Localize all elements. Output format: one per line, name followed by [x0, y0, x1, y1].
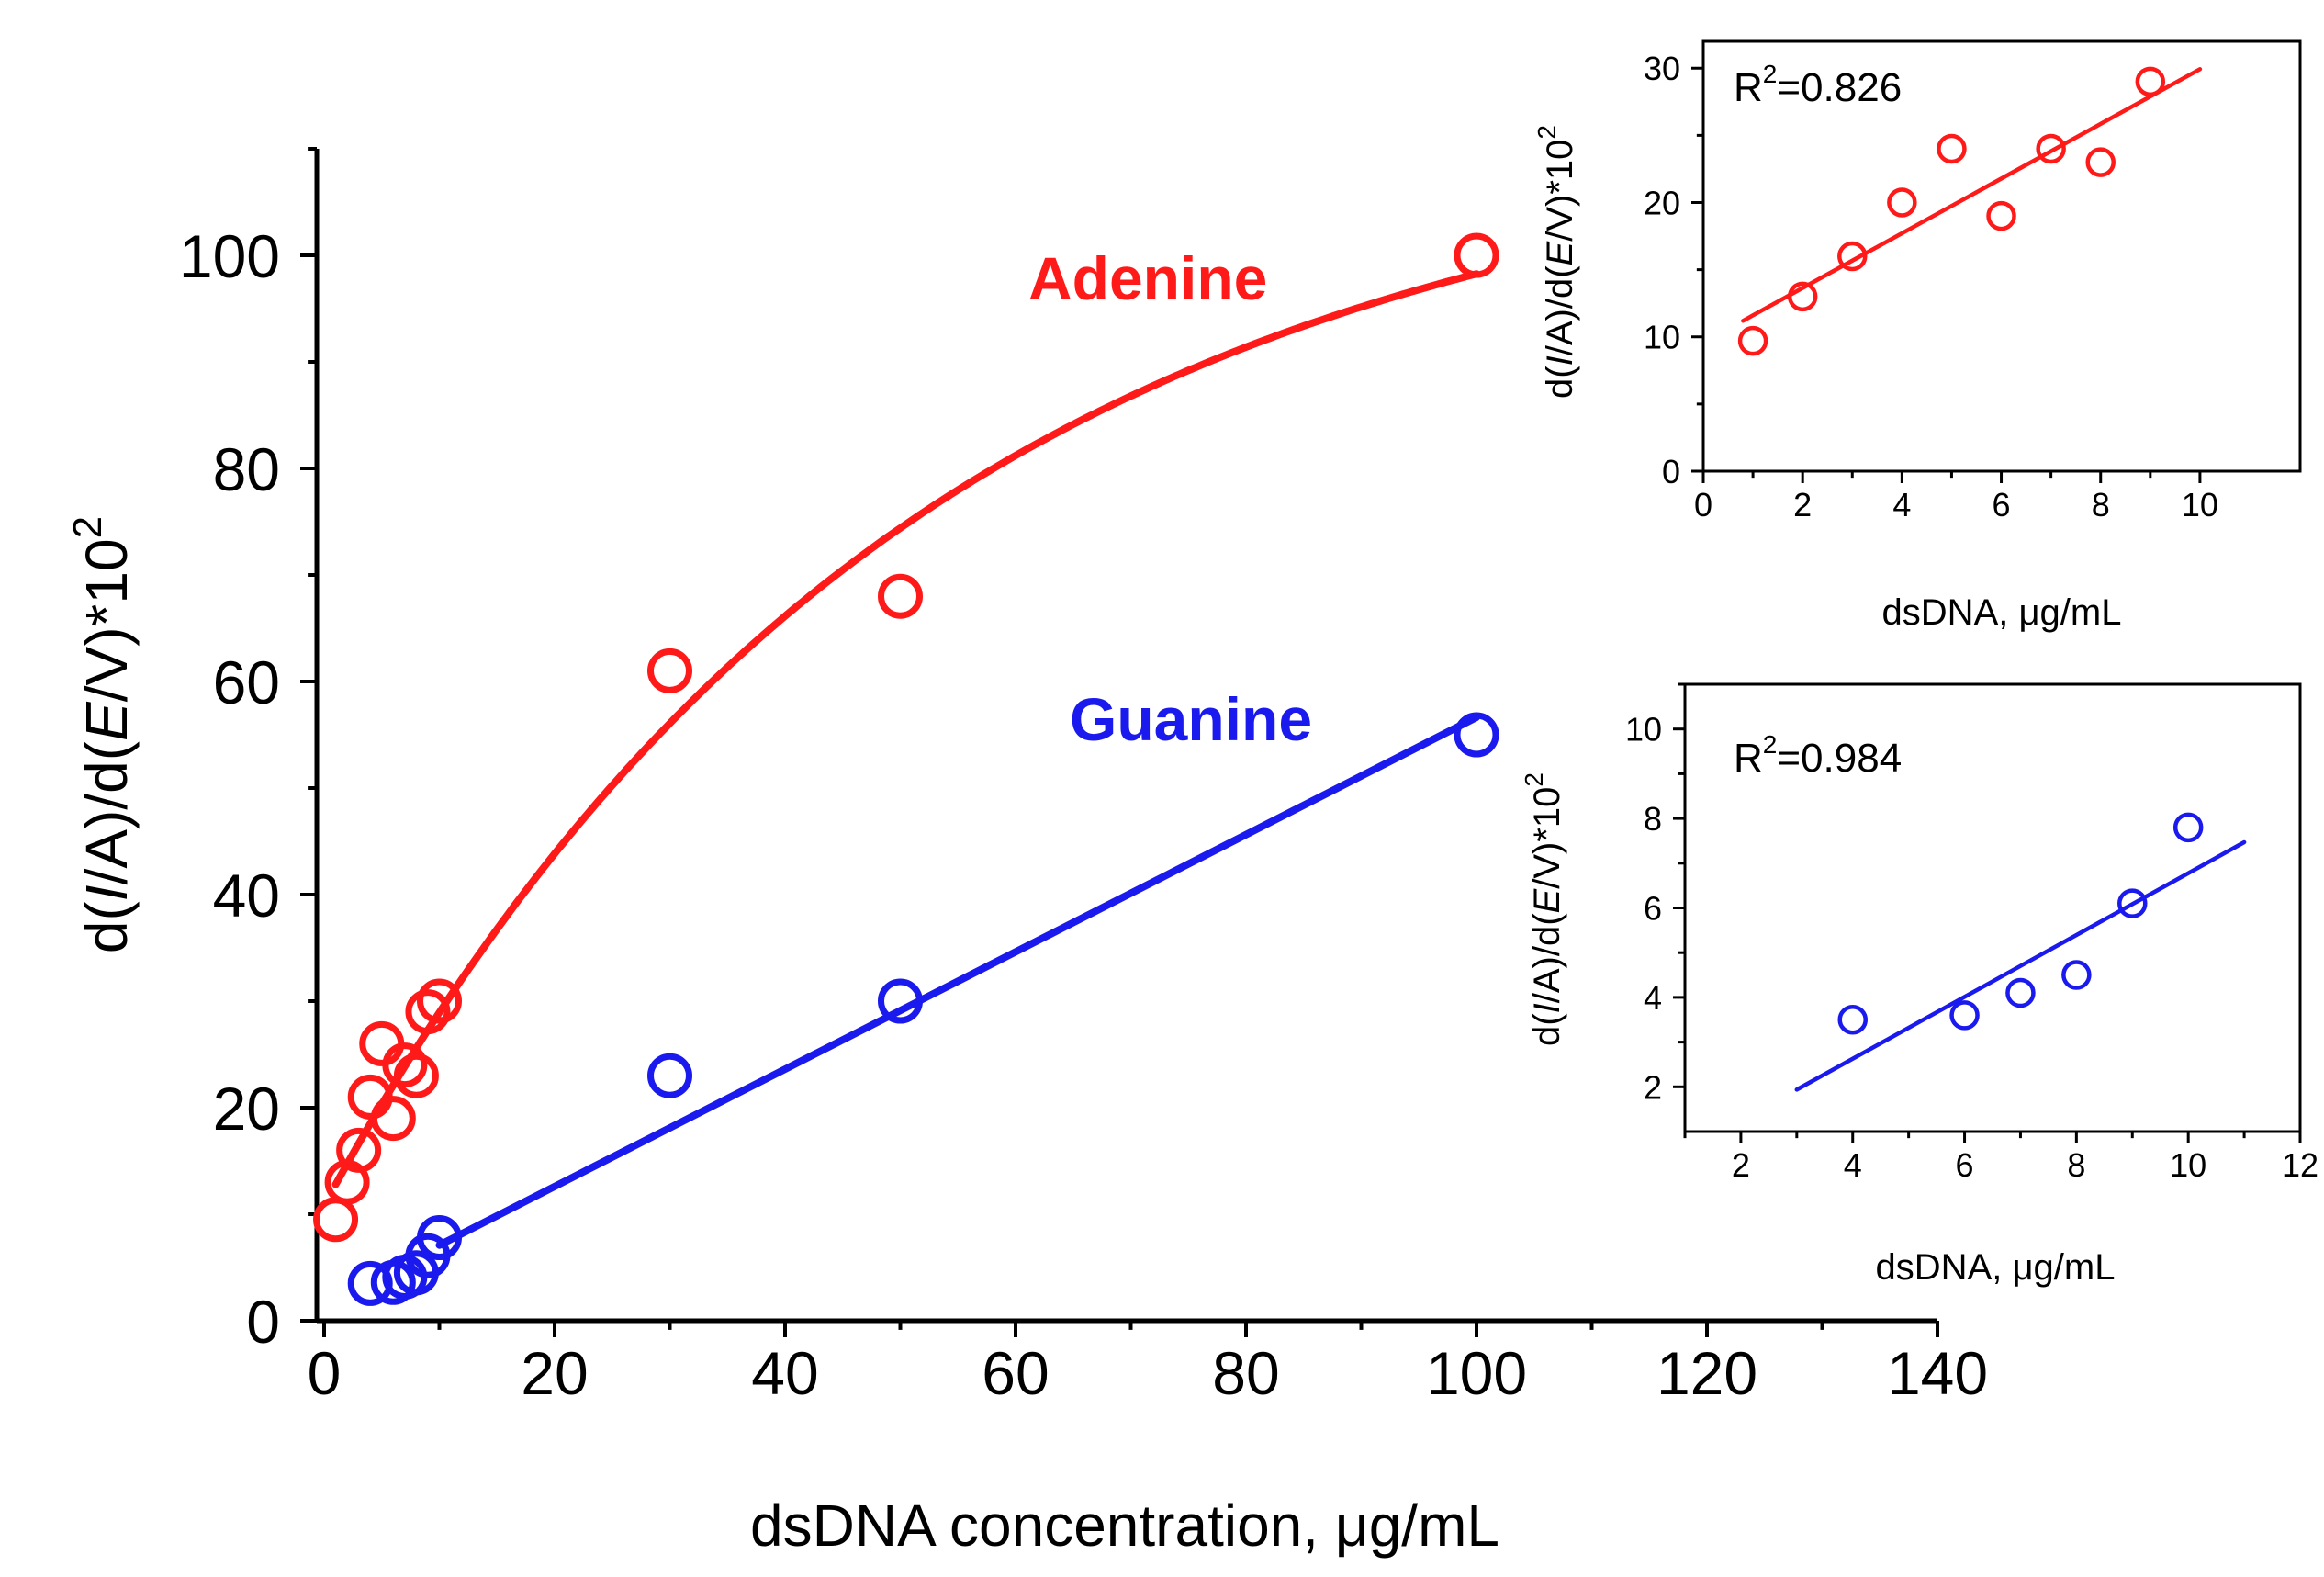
main-fit-lines	[331, 270, 1480, 1249]
inset-adenine-chart: 0 2 4 6 8 10 0 10 20 30 R2=0.826 dsDNA, μg/mL d(…	[1532, 39, 2302, 633]
main-y-tick-label: 0	[246, 1288, 280, 1356]
main-y-tick-label: 20	[213, 1075, 280, 1143]
inset-guanine-r2: R2=0.984	[1734, 730, 1902, 781]
main-adenine-point	[647, 648, 692, 693]
main-x-tick-label: 80	[1212, 1339, 1279, 1407]
inset-adenine-x-ticks: 0 2 4 6 8 10	[1694, 471, 2218, 524]
main-x-tick-label: 100	[1426, 1339, 1527, 1407]
main-adenine-point	[878, 573, 923, 619]
main-x-tick-label: 60	[982, 1339, 1049, 1407]
inset-guanine-guanine-point	[2172, 812, 2204, 843]
inset-guanine-x-axis-label: dsDNA, μg/mL	[1876, 1247, 2116, 1288]
inset-guanine-x-ticks: 2 4 6 8 10 12	[1683, 1132, 2318, 1184]
inset-guanine-guanine-point	[2005, 977, 2036, 1008]
inset-adenine-x-tick-label: 0	[1694, 486, 1712, 524]
inset-adenine-y-ticks: 0 10 20 30	[1644, 50, 1703, 490]
inset-adenine-adenine-point	[1737, 325, 1768, 356]
main-adenine-fit-line	[331, 270, 1480, 1188]
inset-adenine-y-tick-label: 30	[1644, 50, 1680, 87]
legend-guanine: Guanine	[1070, 685, 1312, 753]
inset-adenine-adenine-point	[2036, 133, 2066, 164]
inset-adenine-adenine-point	[2085, 147, 2116, 177]
inset-guanine-guanine-fit-line	[1794, 839, 2247, 1092]
inset-adenine-adenine-point	[1937, 133, 1967, 164]
inset-adenine-fit-line	[1741, 67, 2203, 323]
main-guanine-point	[417, 1215, 462, 1261]
inset-guanine-y-tick-label: 6	[1644, 889, 1662, 927]
main-data-points	[313, 232, 1499, 1306]
inset-guanine-y-ticks: 2 4 6 8 10	[1625, 682, 1685, 1106]
inset-guanine-guanine-point	[2061, 960, 2092, 990]
inset-adenine-x-tick-label: 8	[2092, 486, 2110, 524]
inset-adenine-adenine-point	[2135, 66, 2166, 97]
main-adenine-point	[1454, 232, 1499, 278]
main-x-tick-label: 140	[1887, 1339, 1988, 1407]
main-y-tick-label: 100	[179, 222, 280, 290]
inset-guanine-y-tick-label: 8	[1644, 800, 1662, 838]
main-x-ticks: 0 20 40 60 80 100 120 140	[308, 1321, 1988, 1407]
main-adenine-point	[405, 989, 451, 1035]
inset-guanine-y-tick-label: 2	[1644, 1068, 1662, 1106]
main-y-ticks: 0 20 40 60 80 100	[179, 147, 317, 1356]
legend-adenine: Adenine	[1028, 244, 1267, 312]
inset-adenine-adenine-point	[1986, 200, 2016, 231]
inset-adenine-x-tick-label: 6	[1993, 486, 2011, 524]
inset-guanine-y-tick-label: 10	[1625, 711, 1662, 749]
main-y-tick-label: 40	[213, 862, 280, 929]
main-adenine-point	[382, 1042, 428, 1088]
inset-adenine-y-tick-label: 10	[1644, 319, 1680, 356]
main-y-tick-label: 60	[213, 648, 280, 716]
inset-guanine-guanine-point	[1949, 1000, 1980, 1031]
main-y-axis-label: d(I/A)/d(E/V)*102	[65, 516, 140, 953]
inset-adenine-data-points	[1737, 66, 2166, 356]
main-adenine-point	[336, 1127, 382, 1173]
main-adenine-point	[370, 1096, 416, 1142]
inset-guanine-chart: 2 4 6 8 10 12 2 4 6 8 10 R2=0.984 dsDNA, μg/mL d(…	[1520, 682, 2318, 1288]
main-x-tick-label: 20	[521, 1339, 588, 1407]
inset-adenine-adenine-point	[1887, 187, 1917, 218]
inset-adenine-x-tick-label: 10	[2182, 486, 2218, 524]
inset-adenine-y-tick-label: 0	[1662, 453, 1680, 490]
inset-adenine-r2: R2=0.826	[1734, 60, 1902, 110]
inset-adenine-y-axis-label: d(I/A)/d(E/V)*102	[1532, 125, 1580, 399]
main-adenine-point	[359, 1020, 405, 1066]
inset-adenine-adenine-point	[1837, 241, 1868, 272]
main-y-tick-label: 80	[213, 435, 280, 503]
main-guanine-point	[878, 978, 923, 1024]
inset-adenine-adenine-point	[1787, 281, 1818, 312]
main-x-tick-label: 40	[751, 1339, 818, 1407]
main-x-tick-label: 120	[1656, 1339, 1757, 1407]
inset-guanine-x-tick-label: 12	[2282, 1146, 2318, 1184]
inset-guanine-guanine-point	[2117, 888, 2148, 918]
inset-adenine-x-tick-label: 2	[1793, 486, 1812, 524]
inset-adenine-adenine-fit-line	[1741, 67, 2203, 323]
inset-guanine-y-tick-label: 4	[1644, 979, 1662, 1017]
inset-adenine-x-axis-label: dsDNA, μg/mL	[1882, 592, 2122, 633]
main-x-tick-label: 0	[308, 1339, 342, 1407]
main-guanine-point	[647, 1053, 692, 1098]
main-adenine-point	[417, 978, 462, 1024]
main-adenine-point	[393, 1053, 439, 1098]
inset-guanine-x-tick-label: 6	[1956, 1146, 1974, 1184]
inset-guanine-fit-line	[1794, 839, 2247, 1092]
inset-adenine-x-tick-label: 4	[1892, 486, 1911, 524]
inset-guanine-x-tick-label: 2	[1732, 1146, 1750, 1184]
inset-guanine-x-tick-label: 8	[2067, 1146, 2085, 1184]
main-guanine-point	[1454, 712, 1499, 758]
inset-guanine-x-tick-label: 4	[1844, 1146, 1862, 1184]
main-adenine-point	[313, 1197, 359, 1243]
main-x-axis-label: dsDNA concentration, μg/mL	[750, 1493, 1499, 1559]
main-guanine-fit-line	[435, 714, 1480, 1249]
inset-guanine-guanine-point	[1837, 1005, 1868, 1035]
inset-guanine-y-axis-label: d(I/A)/d(E/V)*102	[1520, 772, 1567, 1046]
inset-guanine-x-tick-label: 10	[2170, 1146, 2206, 1184]
inset-adenine-y-tick-label: 20	[1644, 184, 1680, 221]
inset-guanine-data-points	[1837, 812, 2204, 1035]
